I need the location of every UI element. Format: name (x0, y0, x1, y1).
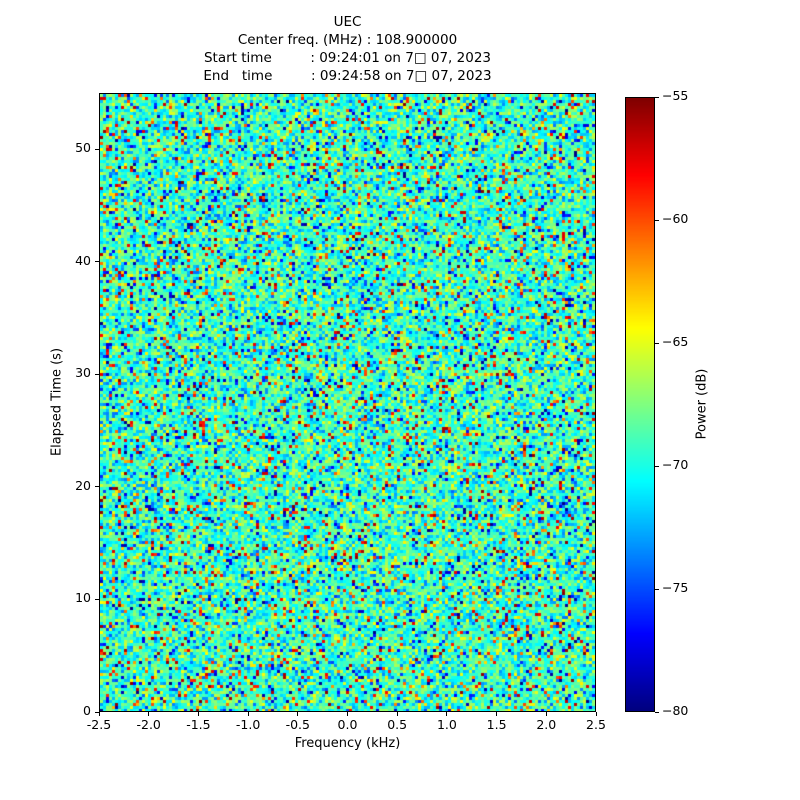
y-tick-label: 10 (75, 590, 91, 606)
x-tick-mark (446, 712, 448, 716)
x-tick-mark (545, 712, 547, 716)
colorbar-tick-mark (655, 588, 659, 590)
y-tick-label: 0 (83, 703, 91, 718)
spectrogram-canvas (100, 94, 595, 711)
title-block: UEC Center freq. (MHz) : 108.900000 Star… (0, 13, 695, 85)
colorbar-canvas (626, 98, 654, 711)
y-tick-label: 20 (75, 477, 91, 493)
x-tick-label: -2.5 (86, 717, 112, 732)
colorbar-tick-label: −80 (662, 703, 689, 718)
colorbar-tick-label: −70 (662, 457, 689, 472)
x-tick-mark (148, 712, 150, 716)
center-freq-line: Center freq. (MHz) : 108.900000 (237, 32, 458, 48)
y-tick-mark (95, 711, 99, 713)
y-tick-mark (95, 486, 99, 488)
x-axis-label: Frequency (kHz) (294, 736, 401, 751)
plot-title: UEC (333, 14, 362, 30)
colorbar-tick-label: −55 (662, 88, 689, 103)
colorbar-tick-label: −65 (662, 334, 689, 349)
x-tick-mark (496, 712, 498, 716)
y-axis-label: Elapsed Time (s) (49, 347, 65, 457)
x-tick-label: -0.5 (285, 717, 310, 732)
y-tick-mark (95, 261, 99, 263)
colorbar-tick-mark (655, 711, 659, 713)
y-tick-mark (95, 148, 99, 150)
colorbar-tick-label: −60 (662, 211, 689, 226)
x-tick-label: 2.0 (536, 717, 557, 732)
x-tick-mark (247, 712, 249, 716)
x-tick-mark (595, 712, 597, 716)
x-tick-mark (297, 712, 299, 716)
heatmap-plot-area (99, 93, 596, 712)
x-tick-mark (98, 712, 100, 716)
x-tick-label: 1.5 (486, 717, 507, 732)
colorbar-tick-label: −75 (662, 580, 689, 595)
y-tick-label: 50 (75, 140, 91, 156)
colorbar-label: Power (dB) (694, 368, 710, 440)
colorbar-tick-mark (655, 465, 659, 467)
x-tick-label: 0.5 (387, 717, 408, 732)
colorbar-tick-mark (655, 219, 659, 221)
y-tick-mark (95, 373, 99, 375)
x-tick-mark (197, 712, 199, 716)
x-tick-label: -1.0 (235, 717, 261, 732)
y-tick-mark (95, 598, 99, 600)
y-tick-label: 40 (75, 252, 91, 268)
x-tick-label: 0.0 (337, 717, 358, 732)
x-tick-label: 2.5 (586, 717, 606, 732)
x-tick-mark (396, 712, 398, 716)
y-tick-label: 30 (75, 365, 91, 381)
colorbar-tick-mark (655, 342, 659, 344)
colorbar-tick-mark (655, 96, 659, 98)
x-tick-label: -2.0 (136, 717, 161, 732)
start-time-line: Start time : 09:24:01 on 7□ 07, 2023 (203, 50, 491, 66)
x-tick-mark (347, 712, 348, 716)
x-tick-label: 1.0 (436, 717, 457, 732)
x-tick-label: -1.5 (186, 717, 211, 732)
end-time-line: End time : 09:24:58 on 7□ 07, 2023 (203, 68, 492, 84)
colorbar (625, 97, 655, 712)
